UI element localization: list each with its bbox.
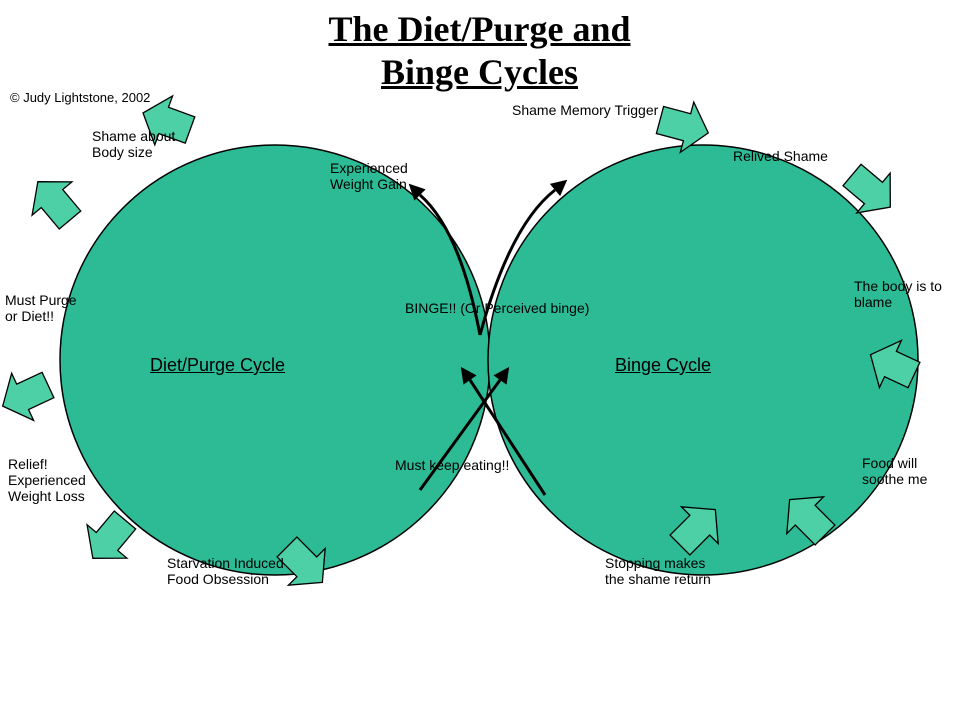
label-stopping: Stopping makes the shame return (605, 555, 711, 587)
left-cycle-label: Diet/Purge Cycle (150, 355, 285, 376)
diagram-title: The Diet/Purge and Binge Cycles (329, 8, 631, 94)
copyright-text: © Judy Lightstone, 2002 (10, 90, 150, 105)
label-must-purge: Must Purge or Diet!! (5, 292, 77, 324)
label-food-soothe: Food will soothe me (862, 455, 927, 487)
label-body-blame: The body is to blame (854, 278, 942, 310)
title-line-1: The Diet/Purge and (329, 9, 631, 49)
diagram-svg (0, 0, 959, 719)
title-line-2: Binge Cycles (381, 52, 578, 92)
label-binge: BINGE!! (Or Perceived binge) (405, 300, 589, 316)
label-shame-body: Shame about Body size (92, 128, 175, 160)
right-cycle-label: Binge Cycle (615, 355, 711, 376)
label-relived-shame: Relived Shame (733, 148, 828, 164)
label-keep-eating: Must keep eating!! (395, 457, 509, 473)
label-shame-trigger: Shame Memory Trigger (512, 102, 658, 118)
label-relief: Relief! Experienced Weight Loss (8, 456, 86, 504)
label-starvation: Starvation Induced Food Obsession (167, 555, 284, 587)
label-weight-gain: Experienced Weight Gain (330, 160, 408, 192)
